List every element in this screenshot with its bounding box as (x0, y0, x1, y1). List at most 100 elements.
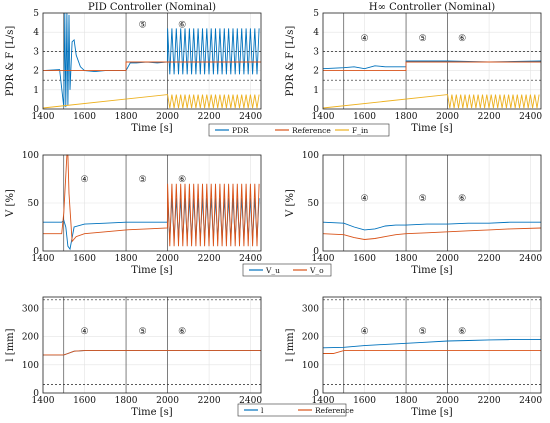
series-line (322, 94, 540, 109)
phase-marker: ⑤ (419, 194, 427, 204)
series-line (322, 227, 542, 240)
y-tick-label: 100 (302, 361, 319, 371)
phase-marker: ⑥ (178, 21, 186, 31)
y-tick-label: 2 (33, 67, 39, 77)
legend-label: l (261, 406, 264, 415)
x-axis-label: Time [s] (131, 123, 172, 134)
y-tick-label: 2 (313, 67, 319, 77)
axes-box (42, 296, 262, 394)
series-line (322, 338, 542, 349)
x-tick-label: 2000 (436, 396, 459, 406)
legend-label: F_in (352, 126, 368, 135)
x-axis-label: Time [s] (131, 265, 172, 276)
y-tick-label: 0 (33, 247, 39, 257)
phase-marker: ④ (80, 327, 88, 337)
x-tick-label: 2000 (156, 396, 179, 406)
legend-label: Reference (315, 406, 354, 415)
phase-marker: ⑤ (419, 34, 427, 44)
legend-2: V_u V_o (242, 263, 332, 277)
x-tick-label: 1400 (32, 112, 55, 122)
panel-3: ④ ⑤ ⑥ 1400 1600 1800 2000 2200 2400 0 50 100 Time [s… (5, 151, 262, 276)
x-tick-label: 1800 (395, 396, 418, 406)
x-tick-label: 1600 (353, 112, 376, 122)
phase-marker: ⑥ (178, 327, 186, 337)
series-line (43, 350, 261, 356)
x-tick-label: 1800 (115, 254, 138, 264)
phase-marker: ④ (360, 327, 368, 337)
legend-label: Reference (292, 126, 331, 135)
phase-marker: ④ (360, 194, 368, 204)
x-tick-label: 2400 (239, 396, 262, 406)
x-tick-label: 2400 (239, 112, 262, 122)
y-tick-label: 1 (33, 86, 39, 96)
y-tick-label: 0 (313, 105, 319, 115)
x-tick-label: 1400 (32, 254, 55, 264)
phase-marker: ④ (80, 175, 88, 185)
plot-area (323, 297, 541, 393)
x-axis-label: Time [s] (411, 407, 452, 418)
x-axis-label: Time [s] (131, 407, 172, 418)
series-line (322, 60, 542, 70)
panel-2: ④ ⑤ ⑥ 1400 1600 1800 2000 2200 2400 0 1 2 3 4 5 Time [s… (285, 2, 542, 134)
series-line (42, 94, 260, 109)
phase-marker: ④ (360, 34, 368, 44)
phase-marker: ⑤ (139, 21, 147, 31)
series-line (43, 61, 261, 72)
y-tick-label: 1 (313, 86, 319, 96)
y-tick-label: 5 (313, 9, 319, 19)
y-axis-label: V [%] (285, 189, 296, 218)
legend-label: PDR (232, 126, 249, 135)
x-tick-label: 1800 (395, 112, 418, 122)
legend-box (242, 263, 332, 277)
phase-marker: ⑤ (139, 175, 147, 185)
phase-marker: ⑥ (178, 175, 186, 185)
y-axis-label: l [mm] (285, 328, 296, 361)
x-tick-label: 2200 (198, 396, 221, 406)
phase-marker: ⑥ (458, 34, 466, 44)
y-axis-label: l [mm] (5, 328, 16, 361)
x-tick-label: 1600 (353, 396, 376, 406)
axes-box (42, 12, 262, 110)
axes-box (322, 154, 542, 252)
x-tick-label: 2400 (519, 112, 542, 122)
x-tick-label: 1600 (73, 254, 96, 264)
series-line (322, 221, 541, 231)
x-tick-label: 2200 (198, 112, 221, 122)
y-tick-label: 0 (33, 389, 39, 399)
x-tick-label: 2400 (519, 254, 542, 264)
x-tick-label: 1400 (312, 396, 335, 406)
y-tick-label: 0 (313, 247, 319, 257)
legend-1: PDR Reference F_in (208, 123, 390, 137)
y-tick-label: 0 (33, 105, 39, 115)
phase-marker: ⑥ (458, 194, 466, 204)
y-tick-label: 4 (33, 28, 39, 38)
x-tick-label: 2200 (478, 254, 501, 264)
x-tick-label: 2400 (239, 254, 262, 264)
legend-box (237, 403, 347, 417)
legend-label: V_u (265, 266, 280, 275)
panel-4: ④ ⑤ ⑥ 1400 1600 1800 2000 2200 2400 0 50 100 Time [s… (285, 151, 542, 276)
y-tick-label: 4 (313, 28, 319, 38)
y-tick-label: 100 (22, 151, 39, 161)
y-tick-label: 300 (22, 304, 39, 314)
x-tick-label: 1400 (32, 396, 55, 406)
axes-box (322, 296, 542, 394)
x-tick-label: 1800 (395, 254, 418, 264)
y-tick-label: 100 (22, 361, 39, 371)
panel-5: ④ ⑤ ⑥ 1400 1600 1800 2000 2200 2400 0 100 200 300 Tim… (5, 296, 262, 418)
y-axis-label: PDR & F [L/s] (5, 26, 16, 97)
y-tick-label: 300 (302, 304, 319, 314)
x-tick-label: 2000 (436, 112, 459, 122)
y-tick-label: 50 (308, 199, 320, 209)
axes-box (42, 154, 262, 252)
panel-6: ④ ⑤ ⑥ 1400 1600 1800 2000 2200 2400 0 100 200 300 Tim… (285, 296, 542, 418)
panel-1: ⑤ ⑥ 1400 1600 1800 2000 2200 2400 0 1 2 3 4 5 Time [s]… (5, 2, 262, 134)
x-tick-label: 2200 (198, 254, 221, 264)
x-tick-label: 1600 (73, 112, 96, 122)
y-tick-label: 200 (302, 333, 319, 343)
y-tick-label: 0 (313, 389, 319, 399)
y-tick-label: 3 (313, 47, 319, 57)
x-tick-label: 1400 (312, 254, 335, 264)
x-tick-label: 2000 (436, 254, 459, 264)
phase-marker: ⑤ (139, 327, 147, 337)
